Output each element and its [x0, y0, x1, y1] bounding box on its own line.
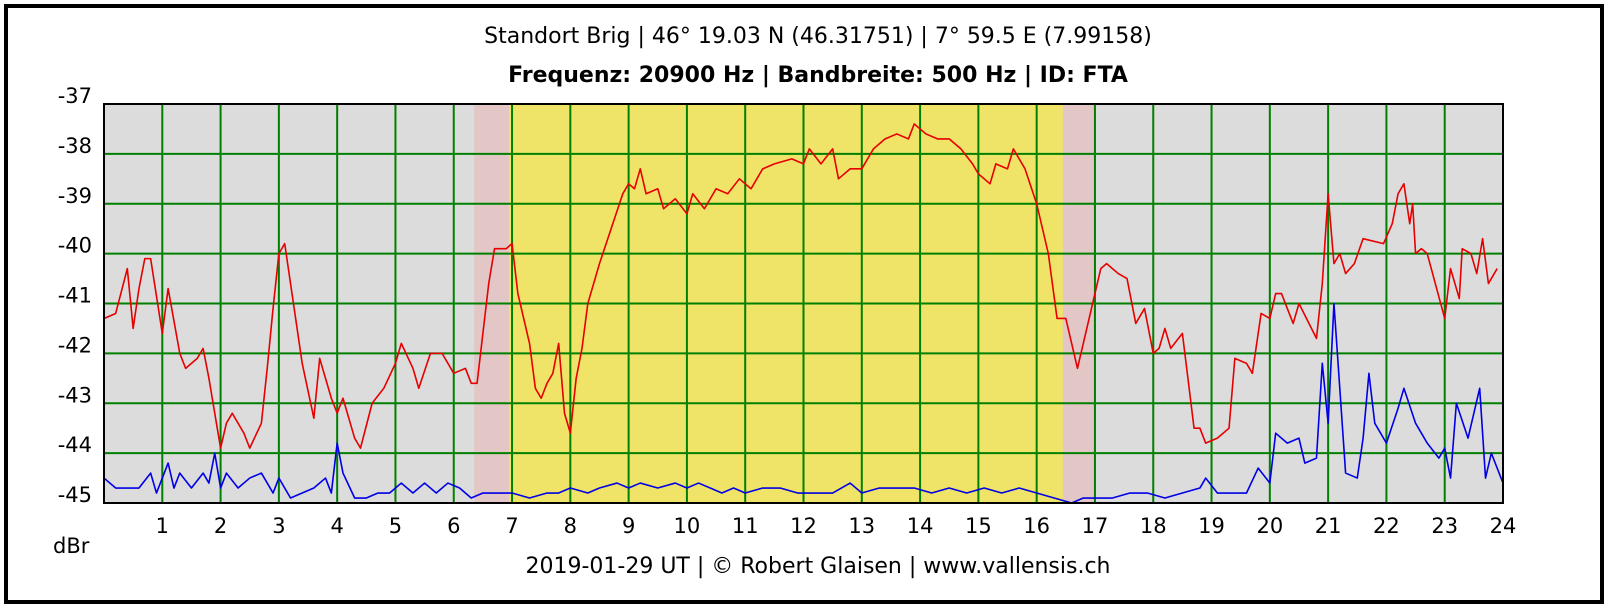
x-tick-label: 8: [564, 514, 577, 538]
x-tick-label: 15: [965, 514, 992, 538]
data-line: [103, 123, 1498, 449]
x-tick-label: 9: [622, 514, 635, 538]
x-tick-label: 20: [1256, 514, 1283, 538]
x-tick-label: 16: [1023, 514, 1050, 538]
x-tick-label: 23: [1431, 514, 1458, 538]
chart-title: Standort Brig | 46° 19.03 N (46.31751) |…: [484, 24, 1152, 49]
y-tick-label: -42: [58, 333, 92, 357]
y-tick-label: -44: [58, 433, 92, 457]
x-tick-label: 18: [1140, 514, 1167, 538]
x-tick-label: 21: [1315, 514, 1342, 538]
plot-border: [103, 103, 1504, 504]
x-tick-label: 6: [447, 514, 460, 538]
y-tick-label: -38: [58, 134, 92, 158]
y-tick-label: -43: [58, 383, 92, 407]
x-tick-label: 17: [1082, 514, 1109, 538]
chart-subtitle: Frequenz: 20900 Hz | Bandbreite: 500 Hz …: [508, 63, 1128, 88]
x-tick-label: 7: [505, 514, 518, 538]
x-tick-label: 2: [214, 514, 227, 538]
data-line: [103, 302, 1504, 504]
y-tick-label: -40: [58, 234, 92, 258]
y-tick-label: -39: [58, 184, 92, 208]
x-tick-label: 1: [156, 514, 169, 538]
x-tick-label: 12: [790, 514, 817, 538]
x-tick-label: 5: [389, 514, 402, 538]
x-tick-label: 13: [848, 514, 875, 538]
x-tick-label: 11: [732, 514, 759, 538]
x-tick-label: 4: [330, 514, 343, 538]
x-tick-label: 3: [272, 514, 285, 538]
x-tick-label: 14: [907, 514, 934, 538]
caption: 2019-01-29 UT | © Robert Glaisen | www.v…: [525, 554, 1110, 579]
y-tick-label: -45: [58, 483, 92, 507]
y-tick-label: -41: [58, 284, 92, 308]
x-tick-label: 24: [1490, 514, 1517, 538]
y-axis-label: dBr: [53, 534, 90, 558]
y-tick-label: -37: [58, 84, 92, 108]
x-tick-label: 10: [674, 514, 701, 538]
x-tick-label: 22: [1373, 514, 1400, 538]
x-tick-label: 19: [1198, 514, 1225, 538]
